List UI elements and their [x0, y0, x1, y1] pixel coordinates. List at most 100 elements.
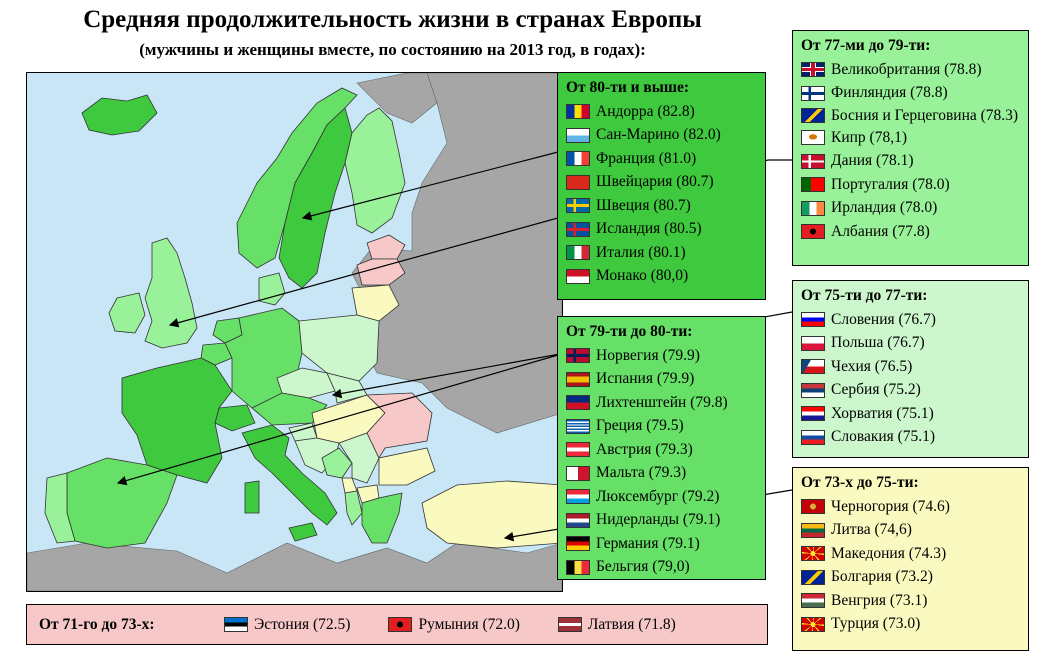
legend-item-label: Эстония (72.5)	[254, 615, 351, 633]
legend-item-label: Исландия (80.5)	[596, 220, 702, 238]
legend-header: От 77-ми до 79-ти:	[801, 37, 931, 54]
legend-group-79-80: От 79-ти до 80-ти: Норвегия (79.9) Испани…	[557, 316, 766, 580]
montenegro-flag-icon	[801, 499, 825, 515]
legend-item-label: Андорра (82.8)	[596, 102, 695, 120]
map-region-switzerland	[214, 404, 256, 432]
legend-item-label: Люксембург (79.2)	[596, 487, 720, 505]
legend-item: Сербия (75.2)	[801, 379, 1020, 403]
legend-item-label: Болгария (73.2)	[831, 568, 933, 586]
legend-item-label: Великобритания (78.8)	[831, 60, 982, 78]
legend-item: Швеция (80.7)	[566, 194, 757, 218]
europe-map	[26, 72, 563, 592]
legend-item-label: Албания (77.8)	[831, 222, 930, 240]
legend-group-80-plus: От 80-ти и выше: Андорра (82.8) Сан-Марин…	[557, 72, 766, 300]
map-region-iceland	[81, 94, 158, 136]
legend-item: Черногория (74.6)	[801, 495, 1020, 519]
legend-item: Ирландия (78.0)	[801, 197, 1020, 221]
no-data-region-russia-north	[356, 73, 438, 124]
page-title: Средняя продолжительность жизни в страна…	[83, 6, 702, 33]
finland-flag-icon	[801, 85, 825, 101]
legend-item: Босния и Герцеговина (78.3)	[801, 105, 1020, 126]
legend-header: От 73-х до 75-ти:	[801, 474, 919, 491]
map-region-denmark	[258, 272, 286, 306]
iceland-flag-icon	[566, 221, 590, 237]
norway-flag-icon	[566, 348, 590, 364]
legend-item-label: Лихтенштейн (79.8)	[596, 393, 728, 411]
legend-item-label: Италия (80.1)	[596, 243, 686, 261]
legend-item-label: Венгрия (73.1)	[831, 591, 928, 609]
malta-flag-icon	[566, 465, 590, 481]
legend-header: От 75-ти до 77-ти:	[801, 287, 928, 304]
cyprus-flag-icon	[801, 130, 825, 146]
legend-group-75-77: От 75-ти до 77-ти: Словения (76.7) Польша…	[792, 280, 1029, 458]
latvia-flag-icon	[557, 617, 582, 632]
slovenia-flag-icon	[801, 312, 825, 328]
legend-item-label: Испания (79.9)	[596, 370, 695, 388]
legend-item-label: Бельгия (79,0)	[596, 558, 690, 576]
legend-item-label: Словения (76.7)	[831, 310, 936, 328]
legend-item-label: Литва (74,6)	[831, 521, 912, 539]
andorra-flag-icon	[566, 104, 590, 120]
legend-item: Эстония (72.5)	[224, 613, 350, 637]
legend-item: Сан-Марино (82.0)	[566, 124, 757, 148]
page-subtitle: (мужчины и женщины вместе, по состоянию …	[139, 40, 646, 59]
germany-flag-icon	[566, 536, 590, 552]
portugal-flag-icon	[801, 177, 825, 193]
bosnia-flag-icon	[801, 569, 825, 585]
bosnia-flag-icon	[801, 108, 825, 123]
poland-flag-icon	[801, 335, 825, 351]
france-flag-icon	[566, 151, 590, 167]
legend-item-label: Германия (79.1)	[596, 534, 700, 552]
legend-item: Польша (76.7)	[801, 332, 1020, 356]
legend-header: От 80-ти и выше:	[566, 79, 690, 96]
legend-header: От 79-ти до 80-ти:	[566, 323, 693, 340]
legend-item: Франция (81.0)	[566, 147, 757, 171]
legend-item: Исландия (80.5)	[566, 218, 757, 242]
map-region-bulgaria	[378, 447, 436, 486]
belgium-flag-icon	[566, 559, 590, 575]
albania-flag-icon	[388, 617, 413, 632]
san-marino-flag-icon	[566, 127, 590, 143]
legend-item-label: Монако (80,0)	[596, 267, 689, 285]
map-region-romania	[366, 392, 433, 459]
legend-item: Словакия (75.1)	[801, 426, 1020, 450]
legend-item: Люксембург (79.2)	[566, 485, 757, 509]
legend-item-label: Греция (79.5)	[596, 417, 684, 435]
austria-flag-icon	[566, 442, 590, 458]
map-region-estonia	[366, 234, 406, 260]
legend-item-label: Чехия (76.5)	[831, 357, 913, 375]
hungary-flag-icon	[801, 593, 825, 609]
legend-item-label: Нидерланды (79.1)	[596, 511, 721, 529]
legend-item: Португалия (78.0)	[801, 173, 1020, 197]
legend-item-label: Сербия (75.2)	[831, 381, 921, 399]
sweden-flag-icon	[566, 198, 590, 214]
legend-item: Мальта (79.3)	[566, 462, 757, 486]
map-region-finland	[344, 107, 406, 234]
legend-item-label: Кипр (78,1)	[831, 128, 908, 146]
legend-item-label: Хорватия (75.1)	[831, 404, 934, 422]
map-region-spain	[66, 457, 178, 549]
legend-item: Греция (79.5)	[566, 415, 757, 439]
macedonia-flag-icon	[801, 546, 825, 562]
legend-item: Нидерланды (79.1)	[566, 509, 757, 533]
map-region-portugal	[44, 472, 76, 544]
legend-item: Македония (74.3)	[801, 542, 1020, 566]
macedonia-flag-icon	[801, 616, 825, 632]
liechtenstein-flag-icon	[566, 395, 590, 411]
legend-group-73-75: От 73-х до 75-ти: Черногория (74.6) Литва…	[792, 467, 1029, 651]
legend-item: Литва (74,6)	[801, 519, 1020, 543]
legend-item-label: Дания (78.1)	[831, 152, 914, 170]
legend-item: Испания (79.9)	[566, 368, 757, 392]
slovakia-flag-icon	[801, 429, 825, 445]
legend-item-label: Мальта (79.3)	[596, 464, 687, 482]
czech-flag-icon	[801, 359, 825, 375]
legend-item: Андорра (82.8)	[566, 100, 757, 124]
legend-item-label: Швеция (80.7)	[596, 196, 691, 214]
legend-item-label: Польша (76.7)	[831, 334, 925, 352]
legend-item: Лихтенштейн (79.8)	[566, 391, 757, 415]
no-data-region-south	[27, 542, 562, 591]
legend-item: Бельгия (79,0)	[566, 556, 757, 580]
map-region-ireland	[108, 292, 146, 334]
legend-item: Швейцария (80.7)	[566, 171, 757, 195]
monaco-flag-icon	[566, 268, 590, 284]
